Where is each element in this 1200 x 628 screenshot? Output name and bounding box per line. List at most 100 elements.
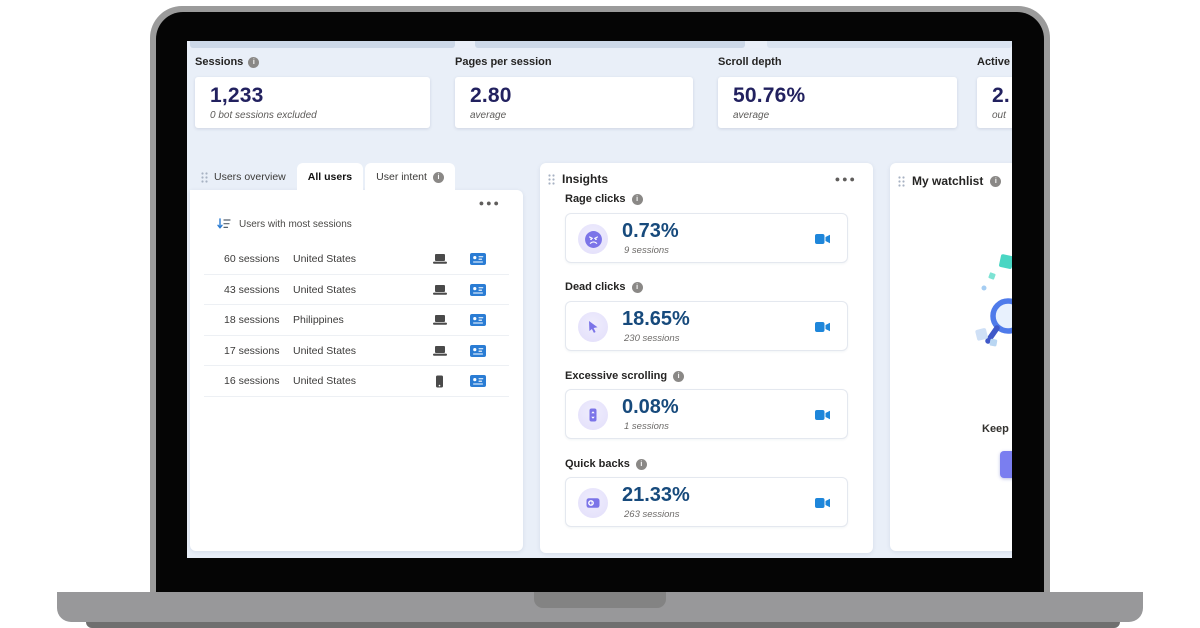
- info-icon[interactable]: i: [631, 193, 643, 205]
- header-cutoff-bar: [190, 41, 455, 48]
- play-recordings-camera-icon[interactable]: [815, 410, 830, 420]
- metric-card: 50.76% average: [718, 77, 957, 128]
- metric-label: Pages per session: [455, 55, 693, 69]
- user-profile-card-button[interactable]: [470, 253, 486, 265]
- sort-by-sessions[interactable]: Users with most sessions: [217, 218, 352, 230]
- metric-label-text: Sessions: [195, 56, 244, 68]
- dashboard-screen: Sessions i 1,233 0 bot sessions excluded…: [187, 41, 1012, 558]
- row-sessions: 18 sessions: [224, 314, 280, 326]
- more-options-icon[interactable]: ●●●: [478, 198, 501, 208]
- section-label-text: Dead clicks: [565, 281, 626, 293]
- watchlist-action-button[interactable]: [1000, 451, 1012, 478]
- section-label-text: Quick backs: [565, 458, 630, 470]
- play-recordings-camera-icon[interactable]: [815, 498, 830, 508]
- user-profile-card-button[interactable]: [470, 314, 486, 326]
- user-profile-card-button[interactable]: [470, 283, 486, 296]
- info-icon[interactable]: i: [248, 56, 260, 68]
- table-row[interactable]: 17 sessions United States: [204, 336, 509, 366]
- widget-title: My watchlist: [912, 174, 984, 188]
- user-profile-card-button[interactable]: [470, 375, 486, 387]
- users-table: 60 sessions United States 43 sessions Un…: [204, 244, 509, 397]
- tab-label: Users overview: [214, 171, 286, 183]
- table-row[interactable]: 43 sessions United States: [204, 275, 509, 305]
- row-sessions: 16 sessions: [224, 375, 280, 387]
- insights-widget: Insights ●●● Rage clicks i 0.73% 9 sessi…: [540, 163, 873, 553]
- watchlist-header: My watchlist i: [898, 174, 1002, 188]
- users-widget-tabs: Users overview All users User intent i: [190, 163, 455, 191]
- tab-user-intent[interactable]: User intent i: [365, 163, 455, 191]
- play-recordings-camera-icon[interactable]: [815, 234, 830, 244]
- tab-label: User intent: [376, 171, 427, 183]
- row-country: United States: [293, 283, 357, 296]
- widget-title: Insights: [562, 172, 609, 186]
- row-sessions: 43 sessions: [224, 283, 280, 296]
- laptop-base-notch: [534, 592, 666, 608]
- section-label-text: Rage clicks: [565, 193, 626, 205]
- laptop-device-icon: [432, 284, 448, 296]
- tab-all-users[interactable]: All users: [296, 163, 364, 191]
- watchlist-message: Keep tra: [982, 423, 1012, 435]
- metric-label-text: Active ti: [977, 56, 1012, 68]
- tab-users-overview[interactable]: Users overview: [190, 163, 297, 191]
- sort-label: Users with most sessions: [239, 218, 352, 230]
- info-icon[interactable]: i: [635, 458, 647, 470]
- more-options-icon[interactable]: ●●●: [834, 174, 857, 184]
- dead-clicks-label: Dead clicks i: [565, 281, 643, 293]
- metric-value: 2.: [992, 84, 1010, 107]
- excessive-scrolling-metric: 0.08% 1 sessions: [565, 389, 848, 439]
- info-icon[interactable]: i: [631, 281, 643, 293]
- metric-sessions: Sessions i 1,233 0 bot sessions excluded: [195, 55, 430, 128]
- laptop-device-icon: [432, 253, 448, 265]
- watchlist-widget: My watchlist i Keep tra: [890, 163, 1012, 551]
- metric-label: Sessions i: [195, 55, 430, 69]
- rage-clicks-metric: 0.73% 9 sessions: [565, 213, 848, 263]
- tab-label: All users: [307, 171, 353, 183]
- quick-backs-metric: 21.33% 263 sessions: [565, 477, 848, 527]
- laptop-base: [57, 592, 1143, 622]
- metric-subtext: out: [992, 110, 1006, 121]
- metric-value: 18.65%: [622, 308, 690, 330]
- metric-label-text: Scroll depth: [718, 56, 782, 68]
- magnifier-illustration: [975, 254, 1012, 347]
- metric-label-text: Pages per session: [455, 56, 552, 68]
- info-icon[interactable]: i: [990, 175, 1002, 187]
- metric-value: 21.33%: [622, 484, 690, 506]
- section-label-text: Excessive scrolling: [565, 370, 668, 382]
- metric-value: 50.76%: [733, 84, 806, 107]
- header-cutoff-bar: [767, 41, 1012, 48]
- row-country: Philippines: [293, 314, 344, 326]
- dead-clicks-metric: 18.65% 230 sessions: [565, 301, 848, 351]
- metric-card: 2. out: [977, 77, 1012, 128]
- play-recordings-camera-icon[interactable]: [815, 322, 830, 332]
- metric-card: 2.80 average: [455, 77, 693, 128]
- drag-handle-icon[interactable]: [898, 175, 905, 187]
- row-sessions: 17 sessions: [224, 344, 280, 357]
- insights-header: Insights: [548, 172, 608, 186]
- row-sessions: 60 sessions: [224, 253, 280, 265]
- info-icon[interactable]: i: [432, 171, 444, 183]
- laptop-base-rim: [86, 622, 1120, 628]
- quick-back-icon: [578, 488, 608, 518]
- metric-subtext: 230 sessions: [624, 333, 680, 344]
- metric-subtext: 263 sessions: [624, 509, 680, 520]
- metric-value: 1,233: [210, 84, 264, 107]
- dead-click-cursor-icon: [578, 312, 608, 342]
- row-country: United States: [293, 253, 357, 265]
- quick-backs-label: Quick backs i: [565, 458, 647, 470]
- laptop-device-icon: [432, 345, 448, 357]
- header-cutoff-bar: [475, 41, 745, 48]
- excessive-scrolling-label: Excessive scrolling i: [565, 370, 685, 382]
- info-icon[interactable]: i: [673, 370, 685, 382]
- drag-handle-icon: [201, 171, 208, 183]
- metric-label: Active ti: [977, 55, 1012, 69]
- mobile-device-icon: [435, 375, 444, 388]
- metric-label: Scroll depth: [718, 55, 957, 69]
- drag-handle-icon[interactable]: [548, 173, 555, 185]
- table-row[interactable]: 18 sessions Philippines: [204, 305, 509, 336]
- rage-face-icon: [578, 224, 608, 254]
- user-profile-card-button[interactable]: [470, 344, 486, 357]
- table-row[interactable]: 60 sessions United States: [204, 244, 509, 275]
- table-row[interactable]: 16 sessions United States: [204, 366, 509, 397]
- sort-descending-icon: [217, 218, 231, 229]
- scroll-phone-icon: [578, 400, 608, 430]
